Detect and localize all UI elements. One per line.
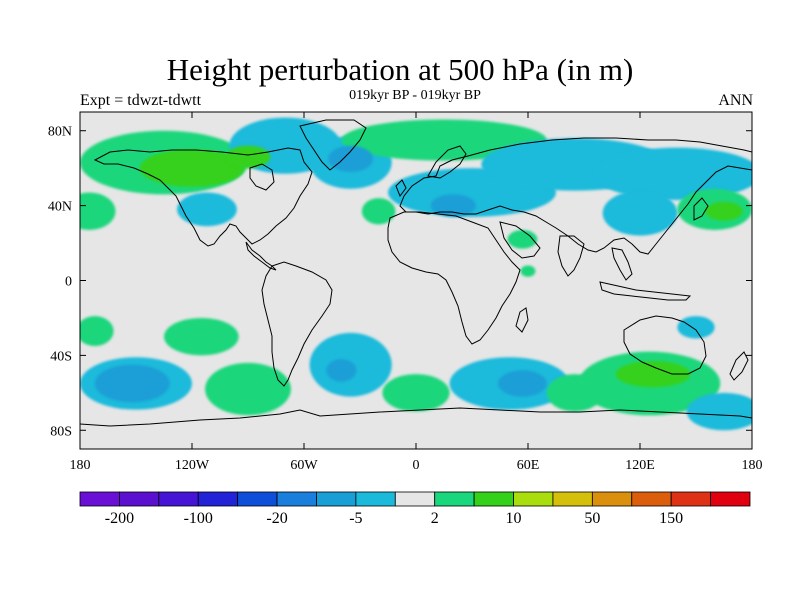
y-tick-label: 80S xyxy=(50,424,72,439)
anomaly-region xyxy=(341,119,547,161)
coastline-africa xyxy=(387,211,521,345)
coastline-north-america xyxy=(93,147,313,247)
coastline-scandinavia xyxy=(427,145,467,179)
colorbar-box xyxy=(631,491,672,507)
anomaly-region xyxy=(80,316,114,347)
coastline-central-america xyxy=(245,241,277,271)
x-tick-label: 120E xyxy=(625,458,655,473)
anomaly-region xyxy=(225,145,271,169)
coastline-arabia xyxy=(499,221,541,259)
anomaly-region xyxy=(498,370,547,397)
coastline-japan xyxy=(693,197,709,221)
plot-title: Height perturbation at 500 hPa (in m) xyxy=(166,52,634,87)
anomaly-region xyxy=(686,392,752,431)
anomaly-region xyxy=(326,359,357,382)
season-label: ANN xyxy=(718,92,753,109)
y-tick-label: 80N xyxy=(48,125,72,140)
colorbar-box xyxy=(237,491,278,507)
anomaly-region xyxy=(177,192,237,227)
coastline-madagascar xyxy=(515,307,529,333)
colorbar-box xyxy=(394,491,436,507)
x-tick-label: 180 xyxy=(70,458,91,473)
colorbar-label: 2 xyxy=(431,510,439,527)
coastline-south-america xyxy=(261,261,333,387)
anomaly-region xyxy=(94,364,170,403)
anomaly-region xyxy=(361,198,396,225)
x-tick-label: 60W xyxy=(290,458,318,473)
contour-regions xyxy=(80,117,752,431)
colorbar-box xyxy=(197,491,239,507)
anomaly-region xyxy=(615,361,691,388)
anomaly-region xyxy=(80,192,116,230)
colorbar-box xyxy=(591,491,633,507)
colorbar-box xyxy=(670,491,711,507)
y-tick-label: 0 xyxy=(65,275,72,290)
plot-subtitle: 019kyr BP - 019kyr BP xyxy=(349,88,481,103)
anomaly-region xyxy=(507,229,538,249)
anomaly-region xyxy=(164,317,239,356)
x-tick-label: 180 xyxy=(742,458,763,473)
anomaly-region xyxy=(677,316,715,339)
anomaly-region xyxy=(430,194,476,217)
colorbar-box xyxy=(355,491,396,507)
colorbar-box xyxy=(473,491,514,507)
colorbar-label: 50 xyxy=(584,510,600,527)
colorbar-label: -5 xyxy=(349,510,362,527)
coastline-hudson-bay xyxy=(249,163,275,191)
colorbar-label: 10 xyxy=(506,510,522,527)
axis-ticks: 180 120W 60W 0 60E 120E 180 80N 40N 0 40S 80S xyxy=(48,112,763,473)
y-tick-label: 40N xyxy=(48,200,72,215)
anomaly-region xyxy=(520,265,536,277)
colorbar-box xyxy=(79,491,120,507)
coastline-new-zealand xyxy=(729,351,749,381)
anomaly-region xyxy=(139,149,245,187)
colorbar: -200 -100 -20 -5 2 10 50 150 xyxy=(79,491,751,527)
coastline-indonesia xyxy=(599,281,692,301)
coastline-australia xyxy=(623,315,707,375)
x-tick-label: 60E xyxy=(517,458,540,473)
colorbar-label: -20 xyxy=(266,510,287,527)
coastline-europe-asia xyxy=(399,137,752,255)
coastline-greenland xyxy=(299,119,367,171)
anomaly-region xyxy=(328,145,374,172)
coastline-uk xyxy=(395,179,407,198)
y-tick-label: 40S xyxy=(50,349,72,364)
colorbar-box xyxy=(316,491,357,507)
coastline-india xyxy=(557,235,585,277)
colorbar-label: -100 xyxy=(184,510,213,527)
colorbar-box xyxy=(158,491,199,507)
colorbar-box xyxy=(119,491,160,507)
x-tick-label: 120W xyxy=(175,458,210,473)
coastline-antarctica xyxy=(80,407,752,427)
colorbar-box xyxy=(710,491,751,507)
colorbar-box xyxy=(552,491,593,507)
colorbar-box xyxy=(513,491,554,507)
experiment-label: Expt = tdwzt-tdwtt xyxy=(80,92,202,109)
anomaly-region xyxy=(705,201,743,221)
colorbar-label: 150 xyxy=(659,510,683,527)
x-tick-label: 0 xyxy=(413,458,420,473)
anomaly-region xyxy=(205,362,291,416)
anomaly-region xyxy=(602,190,678,236)
coastline-southeast-asia xyxy=(611,247,633,281)
anomaly-region xyxy=(382,374,450,412)
colorbar-box xyxy=(434,491,475,507)
anomaly-region xyxy=(593,147,752,200)
colorbar-label: -200 xyxy=(105,510,134,527)
coastlines xyxy=(80,119,752,427)
colorbar-box xyxy=(276,491,317,507)
